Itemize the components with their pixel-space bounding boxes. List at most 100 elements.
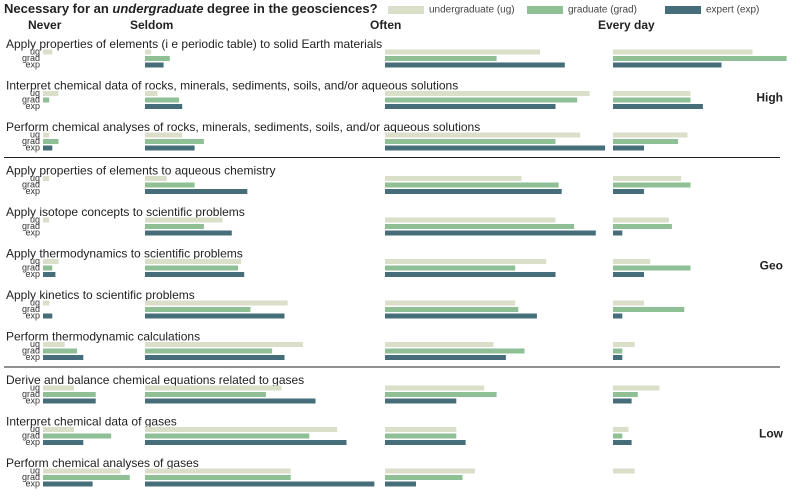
bar bbox=[613, 139, 679, 144]
series-short-label: ug bbox=[30, 173, 40, 183]
title-part: degree in the geosciences? bbox=[203, 1, 377, 16]
bar bbox=[385, 259, 547, 264]
bar bbox=[385, 189, 562, 194]
bar bbox=[145, 385, 282, 391]
bar bbox=[613, 468, 635, 474]
bar bbox=[145, 300, 288, 306]
series-short-label: exp bbox=[25, 478, 40, 488]
bar bbox=[385, 433, 457, 439]
bar bbox=[145, 139, 204, 144]
bar bbox=[385, 265, 516, 271]
item-label: Derive and balance chemical equations re… bbox=[6, 373, 304, 387]
bar bbox=[145, 91, 158, 96]
bar bbox=[145, 433, 310, 439]
title-part: Necessary for an bbox=[4, 1, 112, 16]
series-short-label: ug bbox=[30, 214, 40, 224]
series-short-label: exp bbox=[25, 437, 40, 447]
bar bbox=[43, 300, 50, 306]
legend-label: expert (exp) bbox=[706, 5, 759, 16]
series-short-label: grad bbox=[22, 53, 40, 63]
bar bbox=[613, 97, 691, 103]
bar bbox=[43, 355, 84, 360]
bar bbox=[145, 189, 248, 194]
bar bbox=[145, 392, 266, 397]
series-short-label: ug bbox=[30, 339, 40, 349]
bar bbox=[145, 265, 238, 271]
bar bbox=[613, 433, 623, 439]
bar bbox=[613, 104, 703, 109]
series-short-label: grad bbox=[22, 430, 40, 440]
series-short-label: ug bbox=[30, 465, 40, 475]
series-short-label: exp bbox=[25, 59, 40, 69]
bar bbox=[145, 49, 152, 55]
series-short-label: ug bbox=[30, 46, 40, 56]
bar bbox=[613, 398, 632, 404]
bar bbox=[385, 427, 457, 432]
bar bbox=[385, 342, 494, 347]
bar bbox=[145, 313, 285, 319]
series-short-label: ug bbox=[30, 297, 40, 307]
column-header: Never bbox=[28, 18, 62, 32]
bar bbox=[43, 427, 74, 432]
item-label: Perform chemical analyses of gases bbox=[6, 456, 199, 470]
bar bbox=[613, 224, 672, 229]
bar bbox=[43, 145, 53, 151]
bar bbox=[613, 230, 623, 236]
bar bbox=[385, 468, 475, 474]
chart-title: Necessary for an undergraduate degree in… bbox=[4, 1, 378, 16]
bar bbox=[43, 265, 53, 271]
bar bbox=[43, 132, 50, 138]
bar bbox=[385, 300, 516, 306]
series-short-label: exp bbox=[25, 352, 40, 362]
bar bbox=[43, 468, 121, 474]
series-short-label: grad bbox=[22, 179, 40, 189]
item-label: Apply isotope concepts to scientific pro… bbox=[6, 205, 245, 219]
bar bbox=[385, 475, 463, 480]
bar bbox=[385, 132, 581, 138]
bar bbox=[43, 385, 74, 391]
series-short-label: ug bbox=[30, 382, 40, 392]
series-short-label: exp bbox=[25, 395, 40, 405]
bar bbox=[613, 300, 644, 306]
bar bbox=[613, 56, 787, 61]
title-part: undergraduate bbox=[112, 1, 203, 16]
bar bbox=[385, 348, 525, 354]
series-short-label: grad bbox=[22, 304, 40, 314]
legend-swatch bbox=[527, 6, 563, 14]
bar bbox=[613, 385, 660, 391]
series-short-label: grad bbox=[22, 94, 40, 104]
series-short-label: ug bbox=[30, 129, 40, 139]
bar bbox=[385, 355, 506, 360]
bar bbox=[613, 176, 682, 181]
bar bbox=[43, 91, 59, 96]
bar bbox=[385, 62, 565, 68]
bar bbox=[43, 313, 53, 319]
bar bbox=[43, 475, 130, 480]
column-header: Every day bbox=[598, 18, 655, 32]
item-label: Perform thermodynamic calculations bbox=[6, 330, 200, 344]
bar bbox=[43, 433, 112, 439]
item-label: Apply kinetics to scientific problems bbox=[6, 288, 195, 302]
series-short-label: exp bbox=[25, 186, 40, 196]
bar bbox=[145, 348, 273, 354]
legend-label: graduate (grad) bbox=[568, 5, 637, 16]
bar bbox=[613, 272, 644, 277]
bar bbox=[145, 132, 183, 138]
bar bbox=[43, 440, 84, 445]
bar bbox=[613, 145, 644, 151]
bar bbox=[385, 182, 559, 188]
bar bbox=[385, 56, 497, 61]
item-label: Apply properties of elements to aqueous … bbox=[6, 164, 275, 178]
bar bbox=[385, 385, 485, 391]
series-short-label: grad bbox=[22, 345, 40, 355]
bar bbox=[145, 307, 251, 312]
series-short-label: grad bbox=[22, 389, 40, 399]
item-label: Apply properties of elements (i e period… bbox=[6, 37, 382, 51]
series-short-label: ug bbox=[30, 256, 40, 266]
bar bbox=[385, 481, 416, 487]
bar bbox=[385, 224, 575, 229]
bar bbox=[145, 398, 316, 404]
bar bbox=[613, 313, 623, 319]
bar bbox=[43, 272, 56, 277]
